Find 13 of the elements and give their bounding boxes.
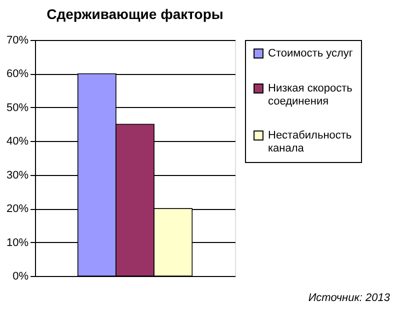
legend-label: Стоимость услуг	[268, 48, 353, 60]
y-tick-label: 30%	[6, 169, 29, 182]
y-tick-label: 60%	[6, 68, 29, 80]
legend-label: Низкая скорость соединения	[268, 82, 353, 108]
y-tick-label: 50%	[6, 102, 29, 114]
y-tick-label: 10%	[6, 236, 29, 249]
y-tick-label: 20%	[6, 203, 29, 216]
y-tick-label: 40%	[6, 136, 29, 148]
y-tick-label: 70%	[6, 34, 29, 46]
chart-title: Сдерживающие факторы	[46, 6, 224, 22]
text: Источник: 2013	[308, 292, 391, 304]
y-tick-label: 0%	[12, 270, 29, 282]
legend-label: Нестабильность канала	[268, 130, 352, 154]
